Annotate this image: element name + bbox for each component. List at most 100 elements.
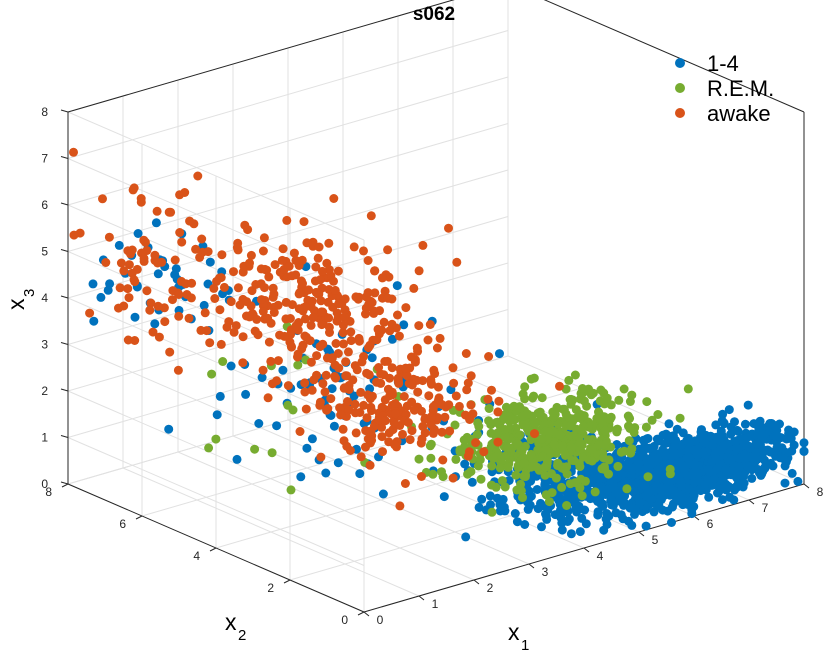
scatter-point (362, 413, 372, 423)
scatter-point (307, 385, 317, 395)
scatter-point (476, 474, 486, 484)
scatter-point (687, 509, 697, 519)
scatter-point (599, 462, 609, 472)
scatter-point (461, 349, 471, 358)
scatter-point (425, 320, 435, 329)
scatter-point (587, 445, 597, 454)
scatter-point (779, 454, 788, 464)
scatter-point (272, 376, 282, 386)
scatter-point (321, 468, 331, 478)
scatter-point (594, 440, 604, 450)
scatter-point (426, 439, 436, 449)
scatter-point (251, 280, 261, 289)
scatter-point (380, 395, 390, 405)
scatter-point (463, 451, 473, 461)
scatter-point (263, 313, 273, 323)
scatter-point (758, 466, 768, 476)
scatter-point (226, 361, 236, 371)
scatter-point (187, 278, 197, 288)
scatter-point (553, 460, 562, 470)
scatter-point (614, 489, 623, 499)
scatter-point (311, 262, 321, 272)
scatter-point (289, 248, 299, 258)
scatter-point (585, 494, 595, 504)
scatter-point (580, 476, 590, 486)
scatter-point (301, 332, 311, 342)
scatter-point (642, 397, 652, 407)
scatter-point (351, 428, 361, 438)
scatter-point (449, 378, 459, 388)
scatter-point (293, 360, 303, 370)
scatter-point (437, 400, 447, 409)
scatter-point (300, 387, 310, 397)
scatter-point (346, 327, 356, 337)
scatter-point (570, 370, 580, 380)
scatter-point (477, 494, 487, 504)
scatter-point (677, 493, 687, 503)
scatter-point (378, 447, 387, 457)
scatter-point (324, 313, 334, 323)
y-tick-label: 6 (119, 517, 126, 531)
scatter-point (215, 391, 225, 401)
scatter-point (267, 448, 277, 458)
scatter-point (494, 396, 504, 406)
scatter-point (663, 506, 673, 516)
scatter-point (281, 297, 291, 307)
scatter-point (732, 443, 742, 453)
x-tick-mark (418, 595, 425, 601)
scatter-point (581, 519, 591, 529)
scatter-point (394, 331, 404, 341)
scatter-point (444, 400, 454, 410)
scatter-point (340, 294, 350, 304)
scatter-point (664, 419, 674, 429)
grid-line (67, 390, 365, 520)
scatter-point (407, 397, 417, 407)
scatter-point (747, 453, 757, 463)
scatter-point (356, 452, 366, 462)
scatter-point (547, 488, 557, 498)
scatter-point (398, 429, 407, 439)
scatter-point (642, 463, 652, 473)
scatter-point (604, 469, 613, 479)
grid-line (67, 111, 365, 241)
scatter-point (555, 430, 565, 440)
scatter-point (642, 434, 652, 444)
scatter-point (399, 392, 409, 401)
scatter-point (463, 378, 473, 388)
x-tick-label: 1 (432, 597, 439, 611)
scatter-point (602, 393, 612, 403)
scatter-point (437, 427, 447, 437)
scatter-point (160, 317, 170, 327)
scatter-point (215, 305, 225, 315)
scatter-point (730, 485, 740, 495)
scatter-point (500, 506, 510, 516)
scatter-point (719, 418, 729, 428)
scatter-point (414, 266, 424, 276)
scatter-point (625, 413, 635, 423)
scatter-point (174, 290, 184, 299)
scatter-point (393, 310, 402, 320)
x-tick-label: 8 (817, 485, 824, 499)
scatter-point (487, 385, 496, 395)
scatter-point (740, 419, 750, 429)
data-points (69, 147, 809, 542)
scatter-point (622, 484, 632, 494)
scatter-point (424, 391, 434, 401)
scatter-point (199, 300, 209, 310)
scatter-point (703, 465, 713, 475)
scatter-point (487, 507, 497, 517)
scatter-point (346, 336, 356, 346)
scatter-point (232, 454, 242, 464)
scatter-point (258, 246, 268, 256)
scatter-point (658, 430, 668, 440)
scatter-point (314, 242, 324, 252)
scatter-point (367, 353, 377, 363)
scatter-point (624, 436, 634, 446)
scatter-point (153, 301, 163, 311)
scatter-point (150, 319, 160, 329)
x-axis-label-sub: 1 (521, 637, 529, 654)
grid-line (67, 169, 509, 299)
scatter-point (577, 491, 587, 501)
scatter-point (387, 334, 397, 344)
scatter-point (311, 287, 321, 297)
